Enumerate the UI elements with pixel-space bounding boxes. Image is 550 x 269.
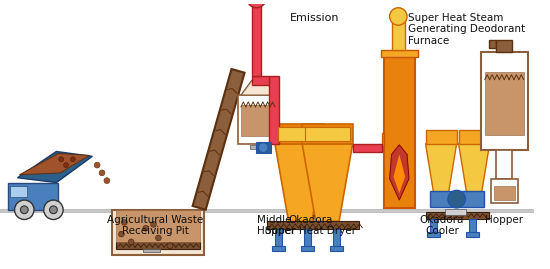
Bar	[382, 133, 384, 147]
Circle shape	[389, 8, 407, 25]
Bar	[485, 72, 524, 135]
Circle shape	[94, 162, 100, 168]
Circle shape	[258, 143, 268, 153]
Bar	[278, 127, 322, 141]
Bar	[272, 246, 285, 251]
Bar	[116, 210, 200, 242]
Text: Okadora
Cooler: Okadora Cooler	[420, 215, 464, 236]
Bar	[381, 51, 418, 57]
Text: Super Heat Steam
Generating Deodorant
Furnace: Super Heat Steam Generating Deodorant Fu…	[408, 13, 525, 46]
Bar	[466, 232, 479, 237]
Bar	[384, 57, 415, 208]
Bar	[497, 40, 512, 52]
Bar	[302, 124, 353, 144]
Bar	[267, 221, 360, 229]
Bar	[426, 130, 456, 144]
Bar	[241, 105, 276, 136]
Bar	[331, 246, 343, 251]
Bar	[0, 209, 535, 212]
Bar	[304, 229, 311, 247]
Circle shape	[128, 239, 134, 245]
Bar	[497, 150, 512, 179]
Circle shape	[64, 163, 69, 168]
Bar	[238, 95, 279, 144]
Circle shape	[119, 231, 124, 237]
Bar	[392, 16, 405, 51]
Circle shape	[70, 157, 75, 162]
Bar	[431, 191, 484, 207]
Bar	[427, 232, 440, 237]
Bar	[143, 249, 160, 252]
Bar	[10, 186, 27, 197]
Polygon shape	[192, 69, 245, 210]
Bar	[275, 124, 326, 144]
Bar	[256, 142, 271, 153]
Bar	[275, 229, 282, 247]
Bar	[493, 186, 515, 200]
Circle shape	[448, 190, 465, 208]
Bar	[431, 218, 437, 233]
Text: Emission: Emission	[290, 13, 339, 23]
Circle shape	[99, 170, 105, 176]
Bar	[252, 0, 261, 76]
Bar	[481, 52, 527, 150]
Bar	[301, 246, 314, 251]
Text: Hopper: Hopper	[485, 215, 523, 225]
Text: Okadora
Super Heat Dryer: Okadora Super Heat Dryer	[266, 215, 356, 236]
Circle shape	[104, 178, 110, 183]
Circle shape	[43, 200, 63, 220]
Bar	[269, 76, 279, 144]
Bar	[469, 218, 476, 233]
Circle shape	[143, 225, 148, 231]
Circle shape	[151, 221, 156, 227]
Bar	[353, 144, 382, 151]
Circle shape	[59, 157, 64, 162]
Polygon shape	[18, 151, 92, 183]
Polygon shape	[459, 144, 490, 197]
Bar	[252, 76, 269, 86]
Polygon shape	[393, 154, 405, 193]
Polygon shape	[389, 145, 409, 200]
Circle shape	[20, 206, 28, 214]
Bar	[491, 179, 518, 203]
Bar	[459, 130, 490, 144]
Bar	[445, 209, 466, 215]
Circle shape	[50, 206, 57, 214]
Bar	[8, 183, 58, 210]
Polygon shape	[19, 153, 90, 175]
Bar	[333, 229, 340, 247]
Text: Agricultural Waste
Receiving Pit: Agricultural Waste Receiving Pit	[107, 215, 204, 236]
Polygon shape	[275, 144, 326, 221]
Text: Middle
Hopper: Middle Hopper	[257, 215, 295, 236]
Circle shape	[247, 0, 266, 8]
Bar	[112, 210, 204, 256]
Circle shape	[167, 243, 173, 249]
Bar	[489, 40, 497, 48]
Bar	[250, 145, 263, 148]
Polygon shape	[426, 144, 456, 197]
Polygon shape	[302, 144, 353, 221]
Circle shape	[122, 220, 127, 225]
Circle shape	[14, 200, 34, 220]
Bar	[116, 242, 200, 249]
Circle shape	[156, 235, 161, 241]
Bar	[426, 212, 489, 218]
Polygon shape	[241, 81, 276, 95]
Bar	[305, 127, 350, 141]
